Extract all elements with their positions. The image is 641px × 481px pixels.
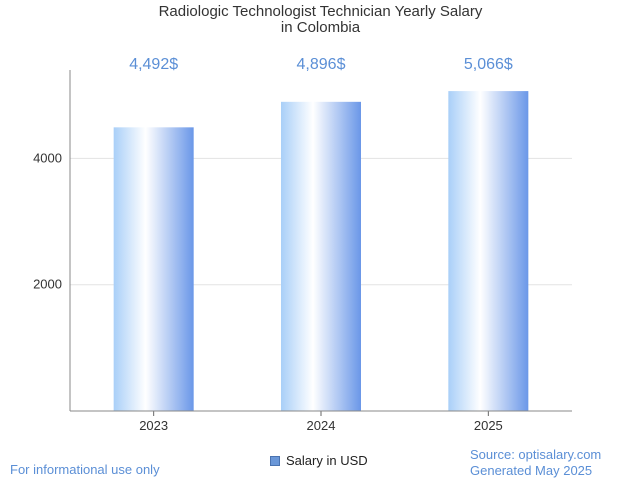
y-tick-label-4000: 4000 xyxy=(33,150,62,165)
x-tick-label-2023: 2023 xyxy=(139,418,168,433)
chart-title-line2: in Colombia xyxy=(280,19,361,36)
legend: Salary in USD xyxy=(270,453,368,468)
generated-text: Generated May 2025 xyxy=(470,463,593,478)
source-text: Source: optisalary.com xyxy=(470,447,602,462)
x-tick-label-2025: 2025 xyxy=(474,418,503,433)
disclaimer-text: For informational use only xyxy=(10,462,160,477)
source-info: Source: optisalary.com Generated May 202… xyxy=(470,447,601,479)
y-tick-label-2000: 2000 xyxy=(33,277,62,292)
bar-2023 xyxy=(113,127,194,412)
x-tick-label-2024: 2024 xyxy=(307,418,336,433)
bar-2025 xyxy=(448,91,529,411)
legend-label: Salary in USD xyxy=(286,453,368,468)
chart-title: Radiologic Technologist Technician Yearl… xyxy=(0,4,641,36)
bar-2024 xyxy=(281,101,361,412)
data-label-2023: 4,492$ xyxy=(129,56,178,73)
chart-title-line1: Radiologic Technologist Technician Yearl… xyxy=(158,3,483,20)
data-label-2025: 5,066$ xyxy=(464,56,513,73)
data-label-2024: 4,896$ xyxy=(297,56,346,73)
legend-swatch xyxy=(270,455,280,466)
